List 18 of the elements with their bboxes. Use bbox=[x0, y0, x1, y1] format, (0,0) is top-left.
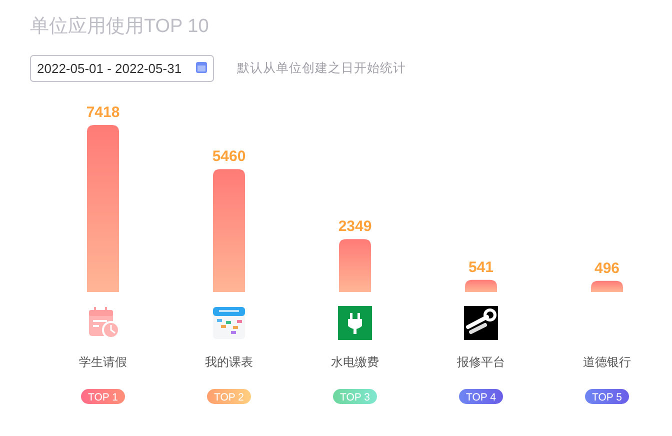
chart-title: 单位应用使用TOP 10 bbox=[30, 15, 209, 37]
x-tick-label: 道德银行 bbox=[583, 355, 631, 369]
text: TOP 2 bbox=[214, 392, 244, 404]
x-tick-label: 我的课表 bbox=[205, 355, 253, 369]
data-label: 541 bbox=[468, 258, 494, 276]
text: 2022-05-01 - 2022-05-31 bbox=[37, 61, 182, 76]
data-label: 496 bbox=[594, 260, 620, 277]
data-label: 5460 bbox=[212, 148, 246, 166]
chart-subtitle: 默认从单位创建之日开始统计 bbox=[236, 61, 406, 75]
text: TOP 5 bbox=[592, 392, 622, 404]
text: TOP 3 bbox=[340, 392, 370, 404]
data-label: 2349 bbox=[338, 218, 372, 236]
x-tick-label: 水电缴费 bbox=[331, 355, 379, 369]
x-tick-label: 学生请假 bbox=[79, 355, 127, 369]
text: TOP 4 bbox=[466, 392, 496, 404]
data-label: 7418 bbox=[86, 104, 120, 121]
x-tick-label: 报修平台 bbox=[456, 355, 505, 369]
text: TOP 1 bbox=[88, 392, 118, 404]
